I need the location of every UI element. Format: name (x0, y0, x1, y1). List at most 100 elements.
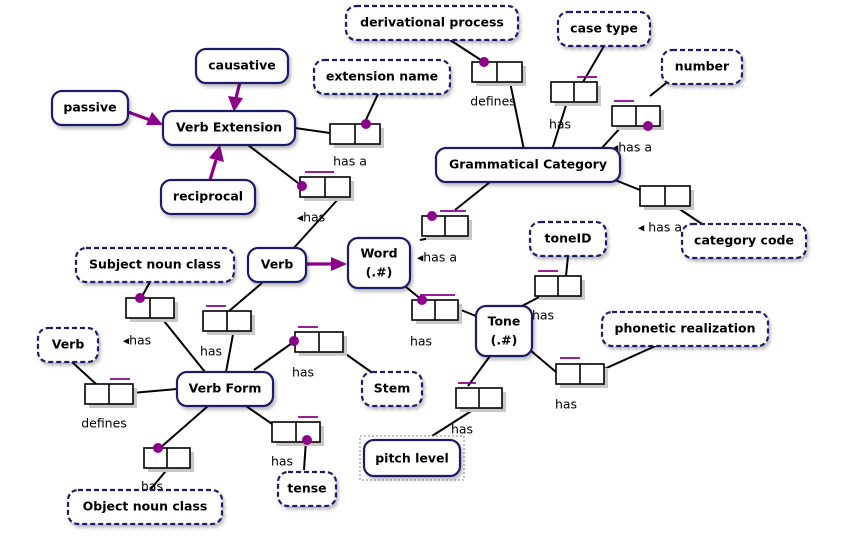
node-tense[interactable]: tense (276, 470, 338, 508)
node-derivational-process[interactable]: derivational process (344, 4, 520, 42)
node-label: Verb Form (189, 381, 262, 396)
relation-label: has (292, 365, 314, 380)
node-label: Verb (52, 337, 85, 352)
node-label: tense (287, 481, 326, 496)
node-reciprocal[interactable]: reciprocal (159, 178, 257, 216)
node-phonetic-realization[interactable]: phonetic realization (600, 310, 770, 348)
node-label: toneID (545, 231, 592, 246)
connector-has-verb-form (202, 305, 255, 335)
selection-outline (359, 435, 465, 481)
node-extension-name[interactable]: extension name (312, 58, 452, 96)
node-label: (.#) (491, 333, 518, 348)
node-label: pitch level (375, 451, 449, 466)
edge (614, 179, 641, 191)
edge (582, 45, 605, 83)
connector-has-object (143, 443, 194, 472)
arrows (127, 81, 347, 271)
edge (363, 93, 379, 125)
node-label: category code (694, 233, 794, 248)
edge (159, 315, 206, 373)
node-label: phonetic realization (615, 321, 756, 336)
edge (454, 181, 491, 211)
relation-label: has (271, 454, 293, 469)
connector-has-a-word (421, 210, 472, 240)
arrow-causative-to-verb-extension (228, 81, 243, 112)
node-number[interactable]: number (660, 48, 744, 86)
node-case-type[interactable]: case type (556, 10, 652, 48)
edge (291, 196, 341, 251)
node-stem[interactable]: Stem (360, 370, 424, 408)
edge (601, 343, 661, 371)
relation-label: has (549, 117, 571, 132)
relation-labels: defines has ◂has a has a ◂has ◂has a ◂ h… (81, 94, 682, 494)
edge (431, 407, 477, 437)
edge (131, 388, 178, 394)
arrow-verb-to-word (305, 257, 347, 271)
connector-has-pitch (455, 382, 506, 412)
connector-has-stem (289, 326, 347, 356)
node-causative[interactable]: causative (194, 47, 290, 85)
connector-defines-derivational (471, 57, 526, 86)
relation-label: ◂ has a (638, 220, 682, 235)
connector-has-verb-extension (297, 171, 354, 201)
nodes: derivational process case type causative… (36, 4, 808, 526)
edge (71, 361, 97, 385)
connector-has-a-category-code (639, 185, 694, 210)
relation-label: has (410, 334, 432, 349)
relation-label: has (555, 397, 577, 412)
connector-has-case (550, 76, 601, 106)
edge (294, 127, 331, 134)
node-label: Subject noun class (89, 257, 221, 272)
connector-defines-verb (84, 378, 137, 408)
arrow-passive-to-verb-extension (127, 110, 163, 125)
edge (227, 282, 263, 313)
edge (467, 355, 491, 387)
node-label: reciprocal (173, 189, 243, 204)
node-verb[interactable]: Verb (246, 246, 308, 284)
edge (253, 340, 296, 371)
relation-label: ◂has (123, 333, 151, 348)
edge (225, 328, 235, 373)
node-object-noun-class[interactable]: Object noun class (66, 488, 224, 526)
node-word[interactable]: Word (.#) (346, 236, 412, 290)
connector-has-a-number (611, 100, 664, 131)
node-label: case type (570, 21, 638, 36)
edge (565, 255, 569, 277)
node-label: (.#) (366, 265, 393, 280)
node-label: causative (208, 58, 276, 73)
relation-label: has (532, 308, 554, 323)
node-passive[interactable]: passive (50, 89, 130, 127)
relation-label: has a (333, 154, 367, 169)
node-category-code[interactable]: category code (680, 222, 808, 260)
node-label: Verb (261, 257, 294, 272)
node-grammatical-category[interactable]: Grammatical Category (434, 146, 622, 184)
node-label: number (675, 59, 730, 74)
connector-has-phonetic (555, 357, 608, 388)
node-label: extension name (326, 69, 438, 84)
relation-label: defines (81, 416, 127, 431)
relation-label: ◂has a (612, 140, 652, 155)
edge (551, 101, 568, 151)
node-label: Verb Extension (176, 120, 282, 135)
node-label: Word (360, 246, 397, 261)
node-verb-form[interactable]: Verb Form (175, 370, 275, 408)
node-label: Grammatical Category (449, 157, 607, 172)
connector-has-subject (125, 293, 178, 322)
connector-has-toneid (534, 270, 585, 300)
node-pitch-level[interactable]: pitch level (359, 435, 465, 481)
connector-has-tense (271, 416, 324, 446)
arrow-reciprocal-to-verb-extension (208, 145, 224, 181)
connector-has-tone (411, 294, 462, 324)
node-subject-noun-class[interactable]: Subject noun class (74, 246, 236, 284)
relation-label: has (451, 422, 473, 437)
edge (529, 349, 557, 373)
connector-has-a-extension (329, 119, 384, 148)
node-verb-extension[interactable]: Verb Extension (161, 109, 297, 147)
node-tone-id[interactable]: toneID (528, 220, 608, 258)
edge (509, 81, 525, 151)
node-tone[interactable]: Tone (.#) (474, 304, 534, 358)
edge (449, 39, 485, 63)
node-label: derivational process (360, 15, 504, 30)
node-verb-attribute[interactable]: Verb (36, 326, 100, 364)
